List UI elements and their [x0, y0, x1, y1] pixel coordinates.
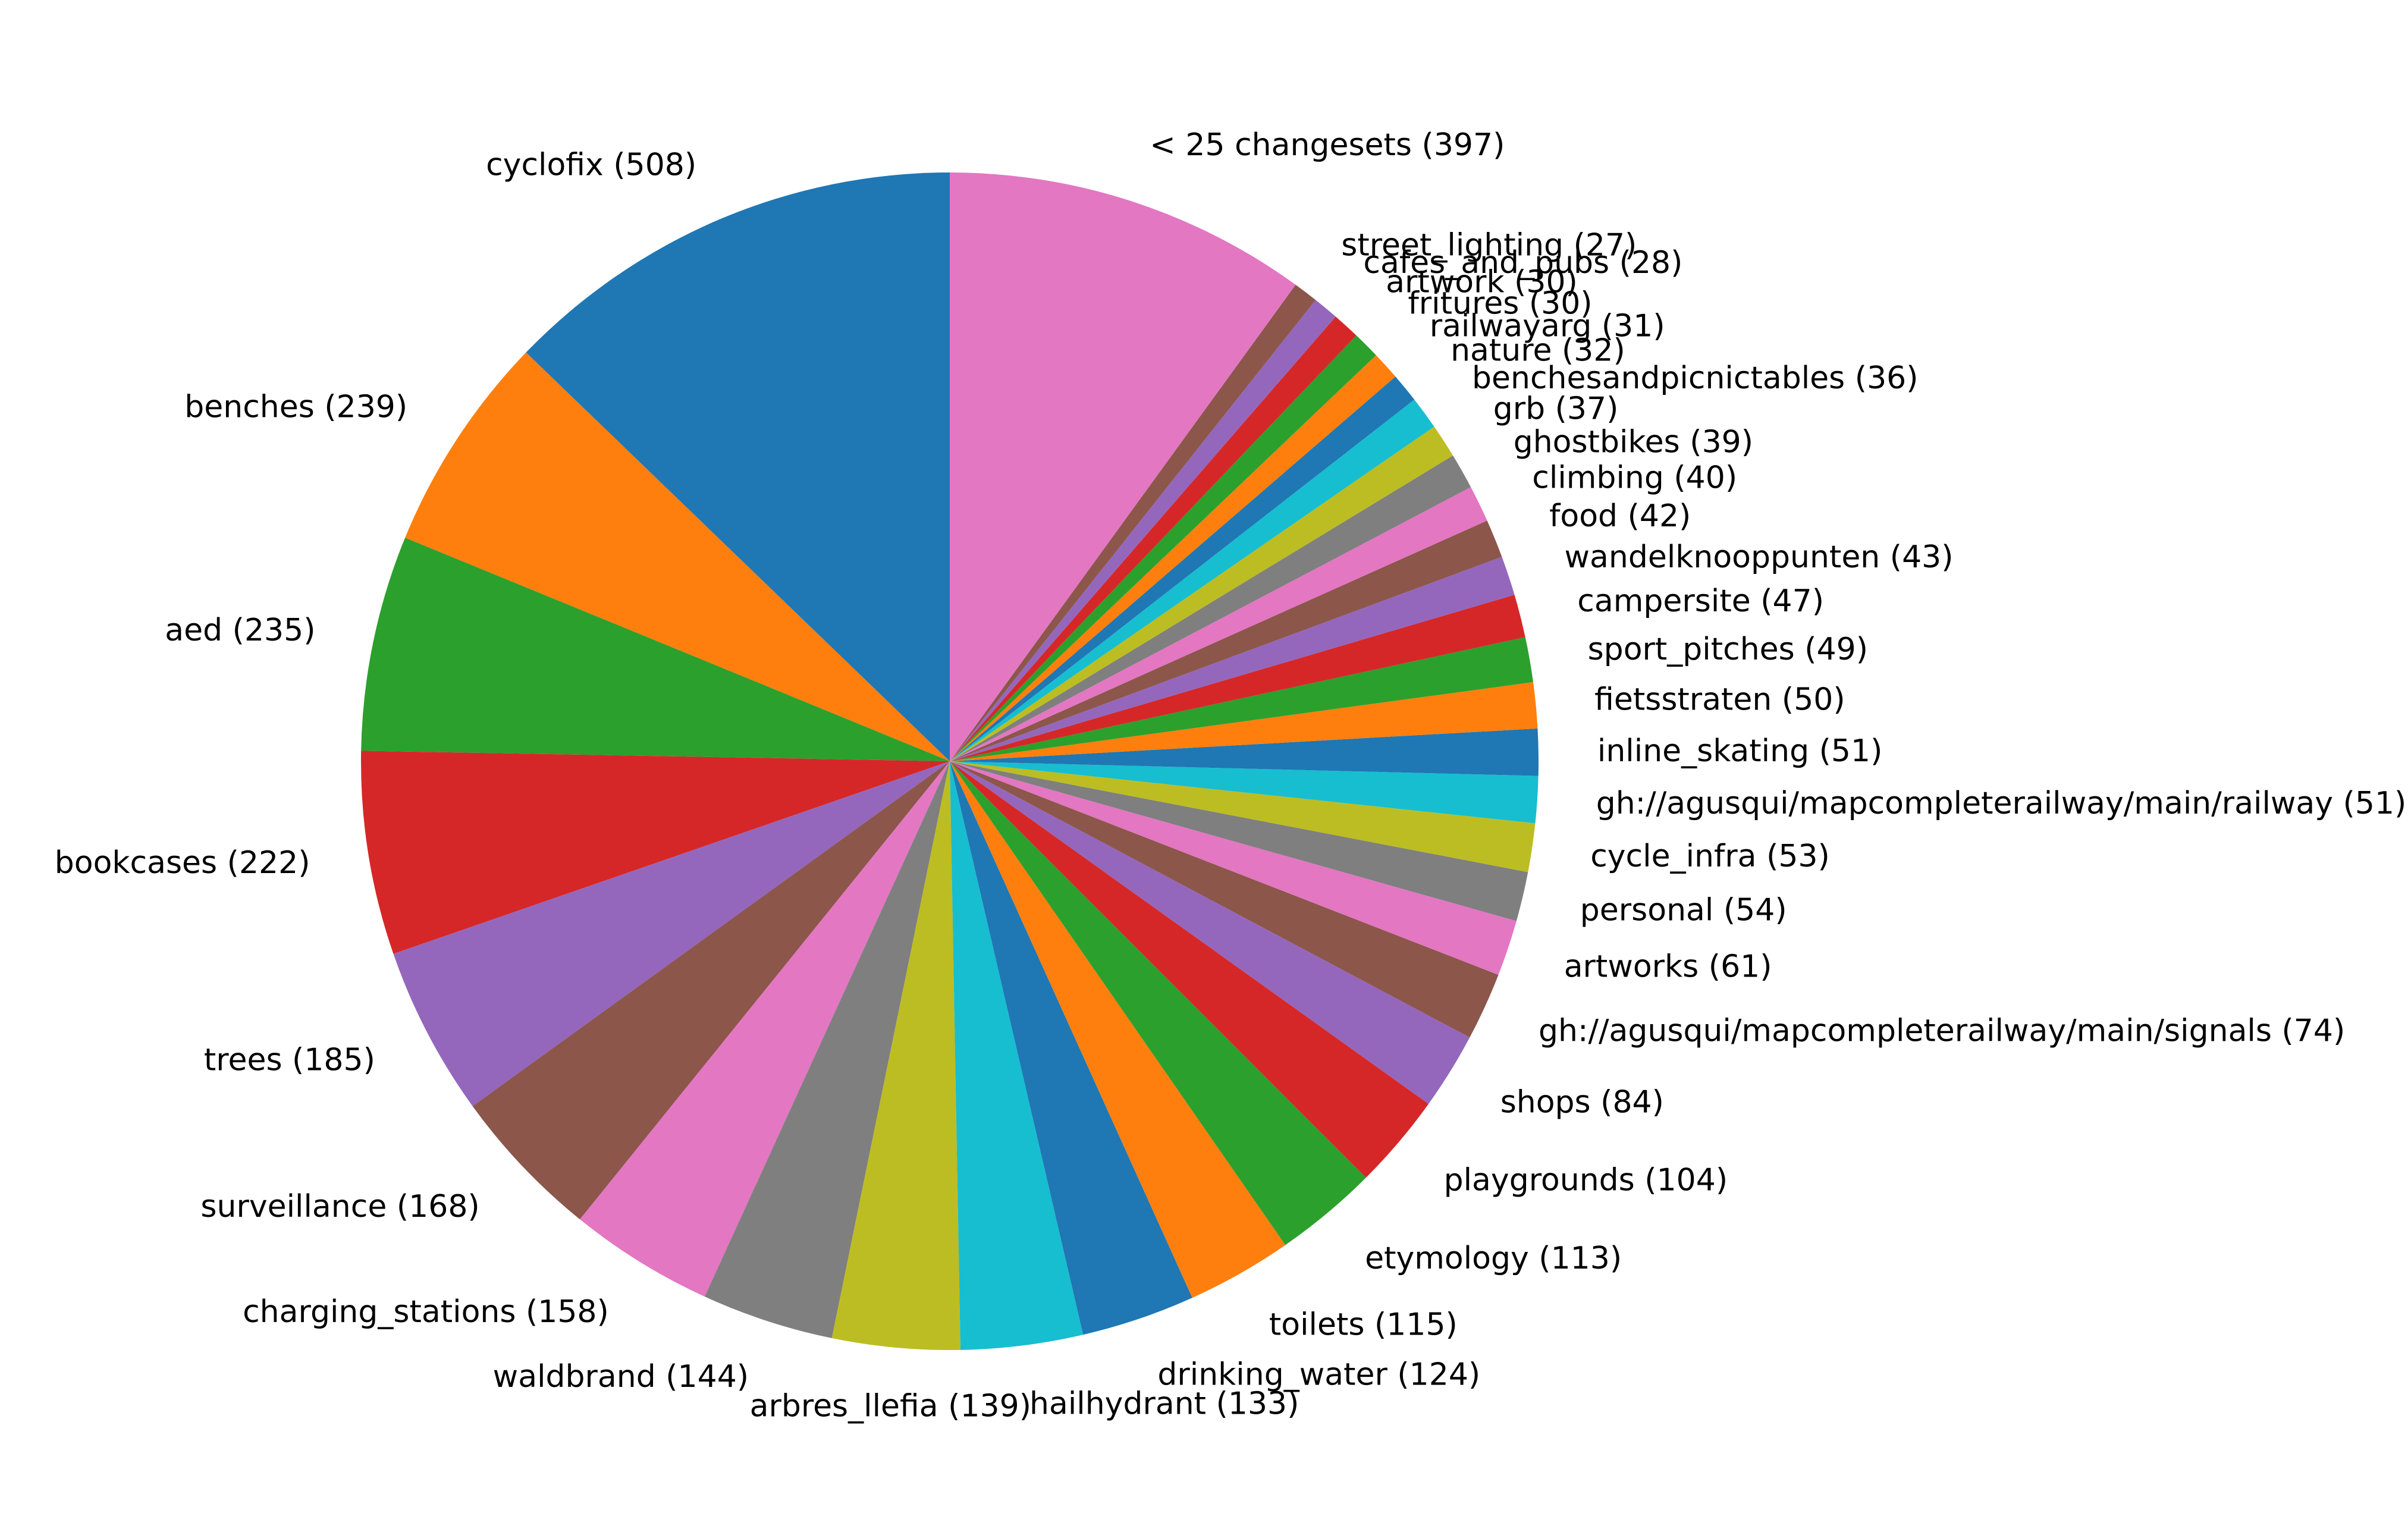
pie-slice-fritures — [950, 335, 1376, 761]
pie-label-grb: grb (37) — [1493, 391, 1619, 427]
pie-slice-shops — [950, 761, 1470, 1104]
pie-slice-food — [950, 520, 1502, 761]
pie-label-playgrounds: playgrounds (104) — [1444, 1162, 1728, 1198]
pie-slice-sport_pitches — [950, 637, 1534, 761]
pie-label-cafes_and_pubs: cafes_and_pubs (28) — [1363, 245, 1682, 281]
pie-slice-charging_stations — [580, 761, 950, 1297]
pie-label-cyclofix: cyclofix (508) — [486, 147, 696, 183]
pie-slice-ghostbikes — [950, 455, 1471, 761]
pie-label-surveillance: surveillance (168) — [200, 1189, 479, 1225]
pie-label-wandelknooppunten: wandelknooppunten (43) — [1565, 539, 1954, 575]
pie-label-artworks: artworks (61) — [1564, 949, 1772, 985]
pie-label-aed: aed (235) — [165, 613, 315, 648]
pie-label-climbing: climbing (40) — [1532, 460, 1737, 496]
pie-label-benches: benches (239) — [184, 390, 407, 425]
pie-slice-bookcases — [361, 751, 950, 954]
pie-label-railway: gh://agusqui/mapcompleterailway/main/rai… — [1596, 786, 2407, 821]
pie-slice-railway — [950, 761, 1539, 824]
pie-label-nature: nature (32) — [1451, 333, 1625, 369]
pie-slice-surveillance — [472, 761, 950, 1220]
pie-label-fritures: fritures (30) — [1408, 285, 1593, 321]
pie-label-food: food (42) — [1549, 498, 1691, 534]
pie-slice-drinking_water — [950, 761, 1192, 1335]
pie-label-arbres_llefia: arbres_llefia (139) — [750, 1388, 1031, 1424]
pie-slice-railwayarg — [950, 355, 1396, 761]
pie-label-drinking_water: drinking_water (124) — [1157, 1357, 1480, 1392]
pie-slices — [361, 172, 1539, 1351]
pie-label-waldbrand: waldbrand (144) — [493, 1359, 749, 1395]
pie-slice-climbing — [950, 487, 1487, 761]
pie-label-benchesandpicnictables: benchesandpicnictables (36) — [1472, 360, 1919, 396]
pie-slice-nature — [950, 376, 1415, 761]
pie-slice-aed — [361, 538, 950, 761]
pie-slice-hailhydrant — [950, 761, 1084, 1350]
pie-label-cycle_infra: cycle_infra (53) — [1590, 839, 1830, 874]
pie-label-signals: gh://agusqui/mapcompleterailway/main/sig… — [1539, 1013, 2345, 1049]
pie-slice-waldbrand — [704, 761, 950, 1338]
pie-label-artwork: artwork (30) — [1386, 265, 1578, 300]
pie-label-shops: shops (84) — [1500, 1085, 1664, 1120]
pie-slice-cafes_and_pubs — [950, 300, 1336, 762]
pie-labels: cyclofix (508) benches (239) aed (235) book… — [55, 127, 2407, 1424]
pie-label-railwayarg: railwayarg (31) — [1430, 309, 1665, 344]
pie-slice-toilets — [950, 761, 1286, 1298]
pie-slice-cycle_infra — [950, 761, 1536, 872]
pie-label-personal: personal (54) — [1580, 893, 1787, 928]
pie-label-campersite: campersite (47) — [1577, 583, 1824, 619]
pie-slice-cyclofix — [526, 172, 950, 761]
pie-slice-signals — [950, 761, 1499, 1038]
pie-slice-playgrounds — [950, 761, 1429, 1178]
pie-slice-wandelknooppunten — [950, 557, 1515, 761]
pie-label-lt25: < 25 changesets (397) — [1150, 127, 1505, 163]
pie-label-fietsstraten: fietsstraten (50) — [1594, 682, 1845, 717]
pie-slice-street_lighting — [950, 284, 1316, 761]
pie-label-etymology: etymology (113) — [1365, 1241, 1622, 1276]
pie-slice-campersite — [950, 595, 1525, 761]
pie-slice-fietsstraten — [950, 682, 1538, 761]
pie-slice-inline_skating — [950, 728, 1539, 776]
pie-label-charging_stations: charging_stations (158) — [243, 1294, 609, 1330]
pie-slice-arbres_llefia — [831, 761, 960, 1351]
pie-slice-artworks — [950, 761, 1517, 975]
pie-label-sport_pitches: sport_pitches (49) — [1588, 632, 1868, 667]
pie-slice-lt25 — [950, 172, 1296, 761]
pie-label-inline_skating: inline_skating (51) — [1597, 733, 1882, 769]
pie-label-hailhydrant: hailhydrant (133) — [1029, 1386, 1299, 1422]
pie-slice-trees — [393, 761, 950, 1106]
pie-slice-grb — [950, 426, 1453, 761]
pie-slice-benchesandpicnictables — [950, 399, 1434, 761]
pie-label-ghostbikes: ghostbikes (39) — [1514, 425, 1753, 460]
pie-slice-artwork — [950, 316, 1357, 761]
pie-slice-etymology — [950, 761, 1366, 1245]
pie-label-bookcases: bookcases (222) — [55, 845, 310, 881]
pie-slice-personal — [950, 761, 1528, 921]
pie-label-trees: trees (185) — [204, 1043, 375, 1078]
pie-label-street_lighting: street_lighting (27) — [1341, 228, 1637, 263]
pie-label-toilets: toilets (115) — [1269, 1307, 1458, 1342]
pie-slice-benches — [405, 352, 950, 761]
